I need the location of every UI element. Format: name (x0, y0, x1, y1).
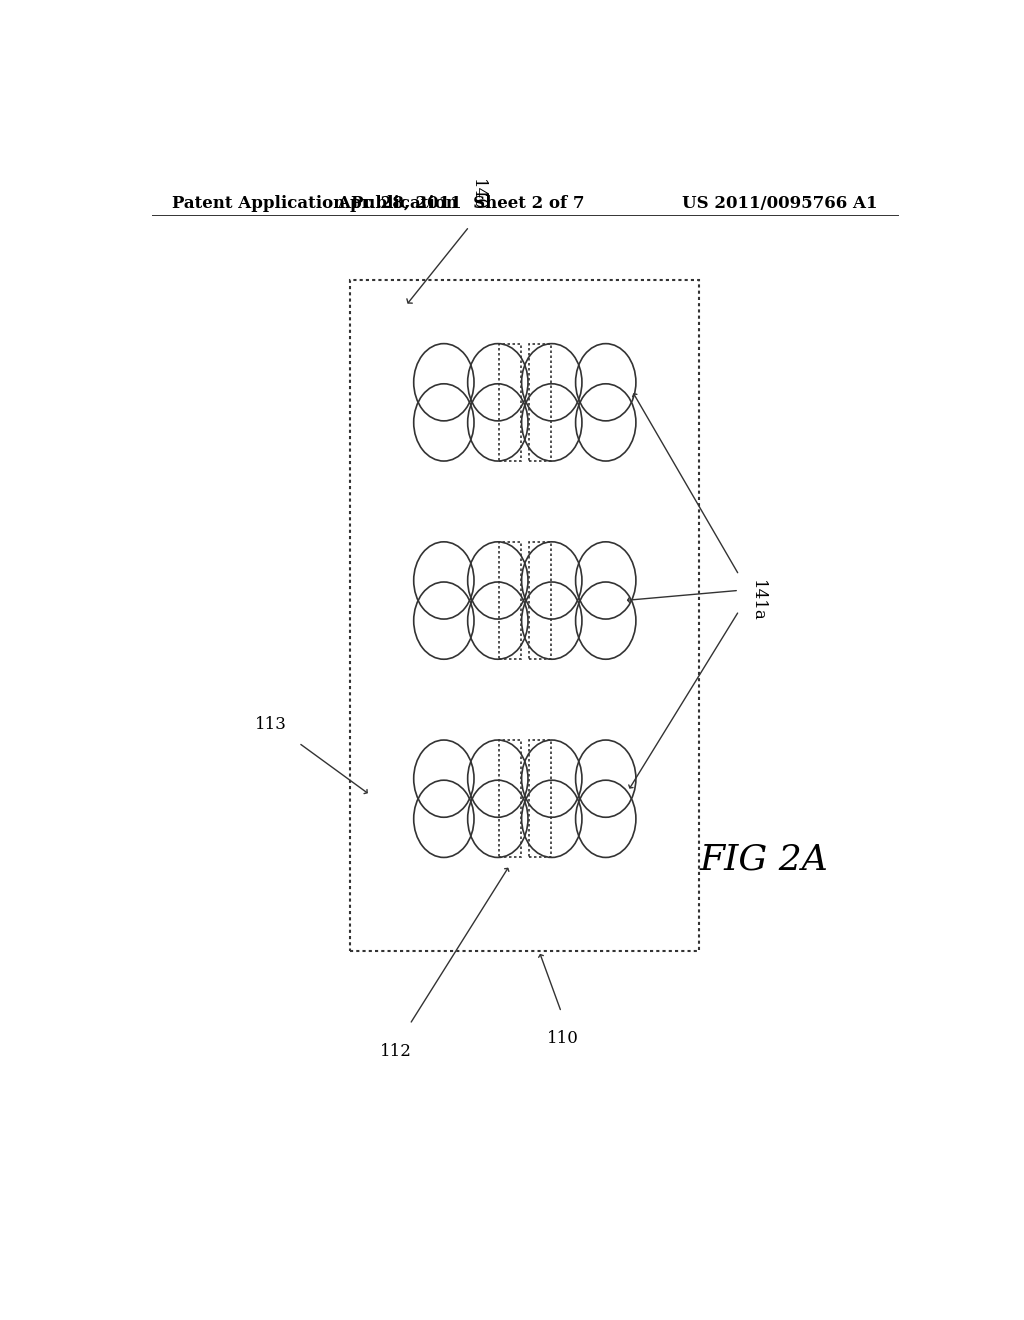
Bar (528, 345, 551, 461)
Text: US 2011/0095766 A1: US 2011/0095766 A1 (682, 194, 878, 211)
Bar (499, 741, 521, 857)
Bar (350, 280, 699, 952)
Text: Apr. 28, 2011  Sheet 2 of 7: Apr. 28, 2011 Sheet 2 of 7 (338, 194, 585, 211)
Bar (499, 345, 521, 461)
Text: 113: 113 (255, 715, 287, 733)
Bar (528, 741, 551, 857)
Text: 112: 112 (380, 1043, 412, 1060)
Bar (499, 543, 521, 659)
Text: Patent Application Publication: Patent Application Publication (172, 194, 458, 211)
Bar (528, 543, 551, 659)
Text: 141a: 141a (749, 579, 766, 622)
Text: FIG 2A: FIG 2A (699, 842, 828, 876)
Text: 110: 110 (547, 1031, 579, 1048)
Text: 140: 140 (469, 180, 485, 211)
